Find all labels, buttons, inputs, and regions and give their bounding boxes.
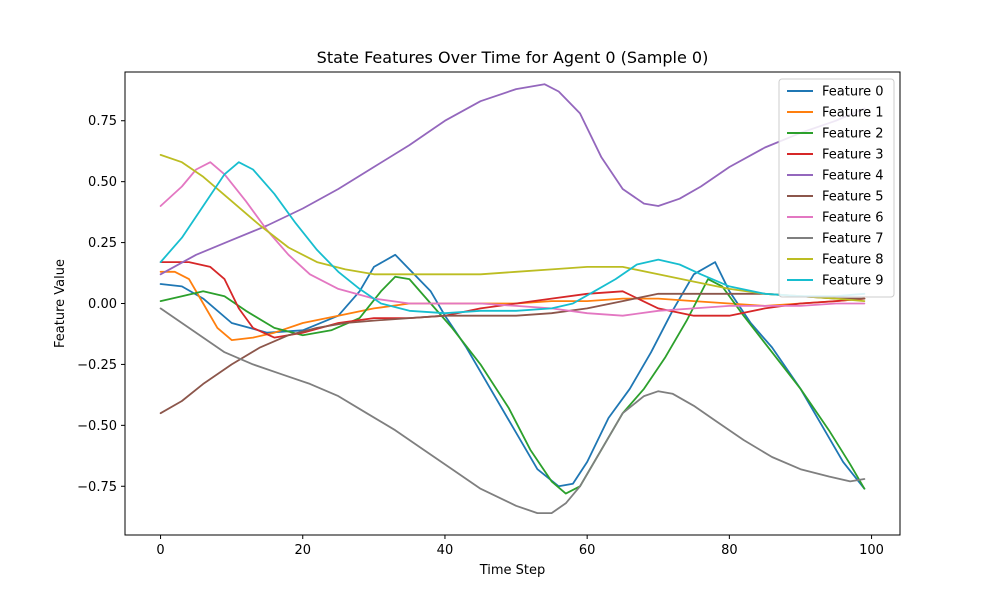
x-tick-label: 20 xyxy=(294,543,311,558)
legend-label-feature-2: Feature 2 xyxy=(822,127,884,142)
y-tick-label: 0.75 xyxy=(88,114,117,129)
series-line-feature-5 xyxy=(159,292,866,415)
x-tick-label: 40 xyxy=(437,543,454,558)
x-tick-label: 100 xyxy=(859,543,884,558)
series-line-feature-9 xyxy=(159,161,866,315)
y-axis: −0.75 −0.50 −0.25 0.00 0.25 0.50 0.75 xyxy=(77,114,125,495)
legend-label-feature-0: Feature 0 xyxy=(822,85,884,100)
legend: Feature 0 Feature 1 Feature 2 Feature 3 Feat… xyxy=(778,78,895,298)
legend-label-feature-3: Feature 3 xyxy=(822,148,884,163)
x-tick-label: 0 xyxy=(156,543,164,558)
plot-area xyxy=(159,83,866,514)
legend-label-feature-6: Feature 6 xyxy=(822,211,884,226)
legend-label-feature-4: Feature 4 xyxy=(822,169,884,184)
y-tick-label: 0.00 xyxy=(88,297,117,312)
series-line-feature-4 xyxy=(159,83,866,276)
y-tick-label: −0.75 xyxy=(77,480,117,495)
y-tick-label: −0.25 xyxy=(77,358,117,373)
y-tick-label: −0.50 xyxy=(77,419,117,434)
series-line-feature-0 xyxy=(159,253,866,490)
legend-label-feature-5: Feature 5 xyxy=(822,190,884,205)
y-axis-label: Feature Value xyxy=(53,259,68,348)
plot-frame xyxy=(124,71,901,536)
chart-title: State Features Over Time for Agent 0 (Sa… xyxy=(317,48,709,67)
x-axis: 0 20 40 60 80 100 xyxy=(156,535,884,558)
series-line-feature-8 xyxy=(159,154,866,302)
x-axis-label: Time Step xyxy=(479,563,546,578)
y-tick-label: 0.25 xyxy=(88,236,117,251)
legend-label-feature-8: Feature 8 xyxy=(822,253,884,268)
legend-label-feature-7: Feature 7 xyxy=(822,232,884,247)
series-line-feature-7 xyxy=(159,307,866,514)
legend-label-feature-1: Feature 1 xyxy=(822,106,884,121)
series-line-feature-3 xyxy=(159,261,866,339)
x-tick-label: 80 xyxy=(721,543,738,558)
x-tick-label: 60 xyxy=(579,543,596,558)
legend-label-feature-9: Feature 9 xyxy=(822,274,884,289)
y-tick-label: 0.50 xyxy=(88,175,117,190)
